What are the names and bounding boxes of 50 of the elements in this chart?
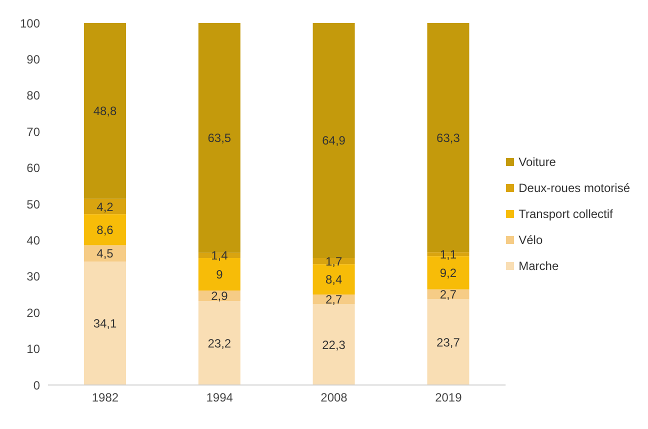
y-tick-label: 50 [26,197,40,212]
x-tick-label: 2019 [435,390,462,405]
x-tick-label: 1994 [206,390,234,405]
legend-label: Transport collectif [518,207,613,221]
legend-label: Vélo [518,233,543,247]
data-label: 63,5 [208,131,232,146]
bar [84,214,126,246]
bar [312,294,355,304]
y-tick-label: 100 [20,16,40,30]
bar [84,198,126,214]
data-label: 4,5 [96,246,114,261]
y-tick-label: 0 [33,378,40,392]
data-label: 1,1 [440,247,457,262]
y-tick-label: 80 [26,88,40,103]
legend-label: Marche [518,259,559,273]
x-tick-label: 1982 [92,390,119,405]
bar [427,299,470,385]
data-label: 2,7 [440,288,457,302]
data-label: 9 [216,267,224,282]
bar [84,262,126,385]
data-label: 1,7 [325,254,342,268]
data-label: 8,6 [96,222,114,237]
y-tick-label: 10 [26,342,40,356]
x-tick-label: 2008 [320,390,348,405]
bar [312,23,355,258]
data-label: 9,2 [440,266,457,280]
bar [198,23,240,253]
y-tick-label: 40 [26,233,40,248]
bar [84,23,126,199]
y-tick-label: 90 [26,52,40,66]
data-label: 23,2 [208,336,232,350]
data-label: 48,8 [93,104,117,118]
data-label: 1,4 [211,248,228,263]
data-label: 64,9 [322,134,346,148]
legend-label: Deux-roues motorisé [518,181,630,195]
bar [198,301,240,385]
data-label: 2,7 [325,292,342,307]
data-label: 34,1 [93,316,117,331]
y-tick-label: 60 [26,161,40,176]
data-label: 22,3 [322,338,346,352]
data-label: 2,9 [211,289,228,304]
data-label: 4,2 [96,200,114,214]
y-tick-label: 70 [26,124,40,139]
data-label: 8,4 [325,272,342,287]
legend-label: Voiture [518,155,556,169]
y-tick-label: 30 [26,270,40,284]
data-label: 63,3 [436,130,460,145]
data-label: 23,7 [436,335,460,350]
bar [312,304,355,385]
y-tick-label: 20 [26,306,40,320]
